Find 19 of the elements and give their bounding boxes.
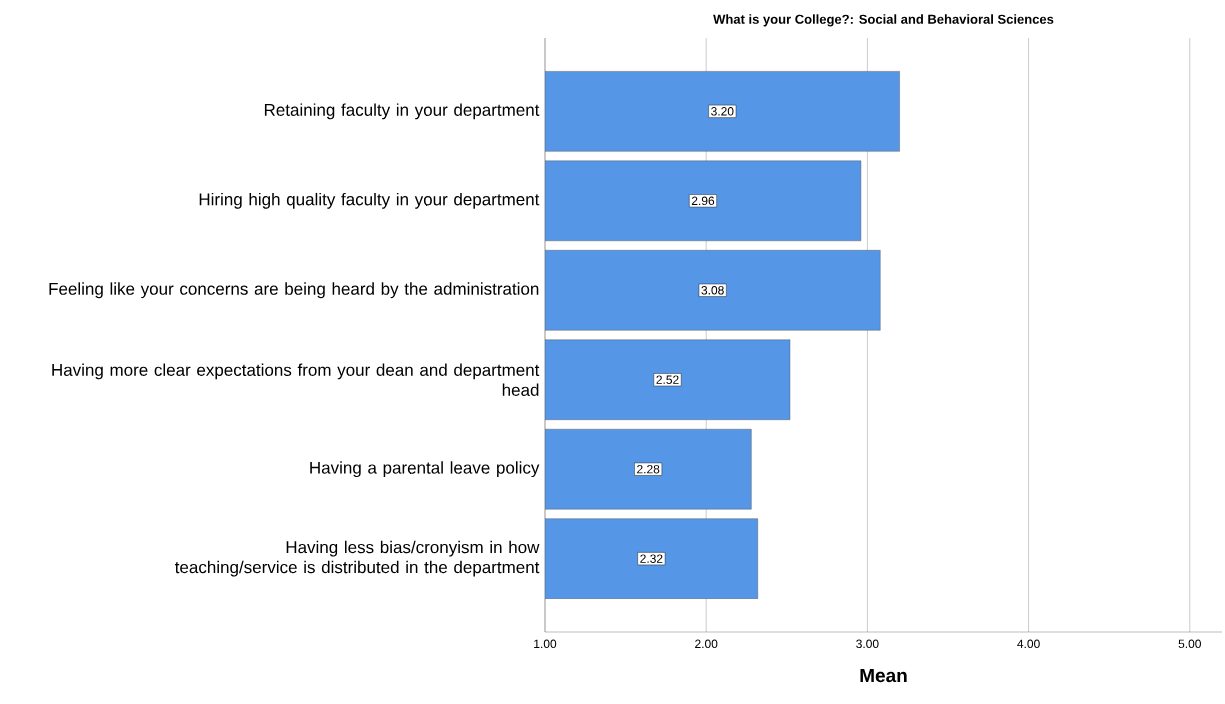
y-tick-label: Having a parental leave policy [310, 461, 540, 478]
x-tick-label: 2.00 [695, 639, 718, 649]
data-label: 2.32 [640, 554, 663, 563]
data-label: 2.52 [656, 375, 679, 384]
data-label: 2.28 [637, 464, 660, 474]
data-label: 3.08 [701, 286, 724, 295]
y-tick-label: Having more clear expectations from your dean and department head [52, 363, 540, 396]
y-tick-label: Hiring high quality faculty in your department [199, 192, 540, 209]
x-tick-label: 5.00 [1178, 639, 1201, 649]
y-tick-label: Feeling like your concerns are being heard by the administration [49, 282, 539, 299]
x-axis-title: Mean [860, 668, 907, 683]
y-tick-label: Retaining faculty in your department [264, 103, 540, 120]
data-label: 2.96 [691, 196, 715, 206]
x-tick-label: 3.00 [856, 639, 879, 649]
x-tick-label: 1.00 [534, 639, 557, 649]
y-tick-label: Having less bias/cronyism in how teaching/service is distributed in the department [174, 540, 540, 577]
x-tick-label: 4.00 [1017, 639, 1040, 649]
chart-title: What is your College?: Social and Behavioral Sciences [713, 14, 1054, 27]
data-label: 3.20 [711, 107, 734, 116]
